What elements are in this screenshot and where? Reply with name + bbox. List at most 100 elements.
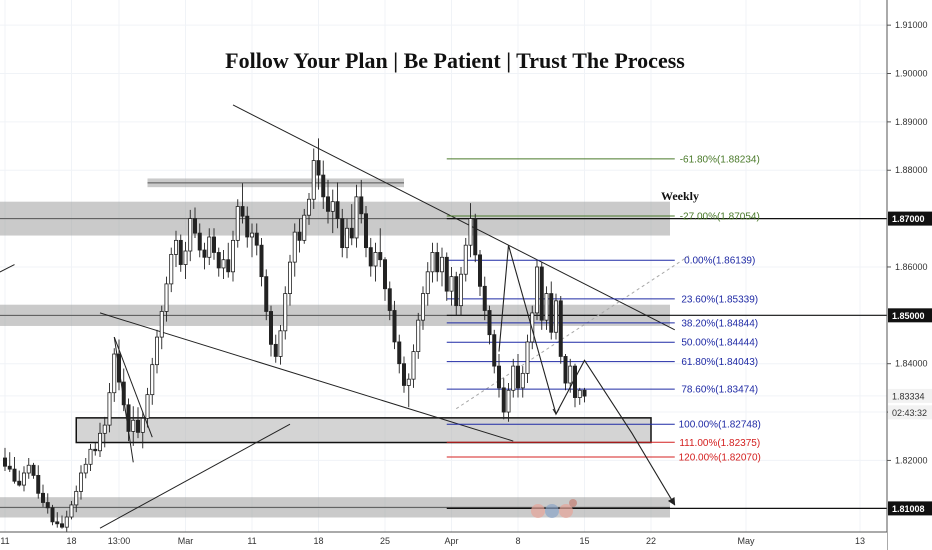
timeframe-label: Weekly [661,189,699,203]
candle [41,492,46,503]
price-tick-label: 1.88000 [895,165,928,175]
time-tick-label: 15 [579,536,589,546]
candle [50,507,55,523]
price-badge-label: 1.83334 [892,391,925,401]
candle [230,239,235,273]
candle [444,256,449,292]
candle [93,448,98,452]
candle [563,356,568,384]
candle [501,387,506,413]
candle [492,334,497,367]
candle [311,160,316,200]
fib-level-label: 50.00%(1.84444) [681,338,758,349]
candle [273,343,278,357]
candle [221,259,226,269]
candle [254,232,259,246]
fib-level-label: 78.60%(1.83474) [681,385,758,396]
candle [135,419,140,433]
candle [154,336,159,366]
candle [287,261,292,294]
candle [283,293,288,332]
candle [454,276,459,307]
candle [197,232,202,251]
candle [112,353,117,394]
price-badge [888,501,932,516]
candle [420,293,425,321]
price-badge-label: 1.85000 [892,311,925,321]
candle [264,276,269,312]
price-tick-label: 1.89000 [895,117,928,127]
candle [511,365,516,391]
candle [245,215,250,238]
candle [121,381,126,406]
trend-line [99,312,514,442]
projection-path [498,245,676,506]
candle [21,472,26,486]
candle [549,293,554,333]
projection-line [498,245,676,506]
price-badge [888,308,932,323]
candle [544,293,549,321]
candle [259,244,264,278]
candle [520,372,525,389]
time-tick-label: May [737,536,755,546]
candle [102,424,107,434]
candle [173,239,178,255]
candle [202,249,207,258]
candle [64,516,69,528]
candle [12,468,17,482]
price-axis-bg [887,0,932,550]
candle [83,463,88,474]
candle [3,457,8,467]
candle [487,310,492,336]
candle [235,206,240,241]
candle [60,523,65,528]
time-axis[interactable]: 11 18 13:00 Mar 11 18 25 Apr 8 15 22 May 13 [0,531,887,550]
candle [88,448,93,465]
candle [140,417,145,433]
time-tick-label: 18 [313,536,323,546]
time-tick-label: 22 [646,536,656,546]
candle [363,213,368,249]
candle [150,364,155,396]
candle [477,254,482,287]
candle [577,389,582,398]
time-tick-label: 18 [66,536,76,546]
time-tick-label: 13 [855,536,865,546]
candle [335,201,340,220]
candle [378,252,383,261]
candle [183,250,188,265]
price-tick-label: 1.82000 [895,455,928,465]
candle [268,311,273,345]
candle [449,276,454,292]
candle [482,285,487,311]
price-badge-label: 02:43:32 [892,408,927,418]
candle [373,252,378,267]
candle [107,392,112,426]
candle [468,218,473,246]
price-axis[interactable]: 1.91000 1.90000 1.89000 1.88000 1.86000 1.840… [886,0,932,550]
sr-zones [0,178,887,518]
sr-zone [75,417,652,444]
price-badge [888,405,932,420]
candle [463,244,468,275]
candle [354,196,359,239]
fibonacci-tool[interactable]: -61.80%(1.88234) -27.00%(1.87054) 0.00%(1.… [446,154,761,464]
candle [401,363,406,386]
candle [430,252,435,273]
trend-line [0,264,15,273]
candle [458,273,463,307]
candle [411,351,416,380]
candle [525,341,530,374]
time-tick-label: 8 [515,536,520,546]
price-tick-label: 1.86000 [895,262,928,272]
time-tick-label: Apr [444,536,458,546]
candle [554,300,559,333]
candle [406,378,411,386]
candle [573,365,578,398]
chart-title: Follow Your Plan | Be Patient | Trust Th… [225,48,685,73]
watermark-logo [531,499,577,518]
time-tick-label: 11 [0,536,9,546]
